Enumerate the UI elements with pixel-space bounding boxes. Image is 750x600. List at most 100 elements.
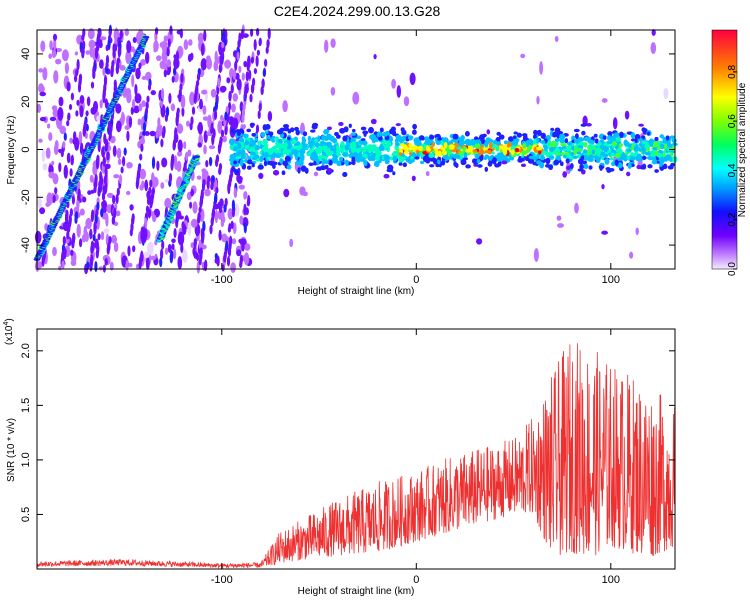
heatmap-cell: [111, 216, 115, 225]
heatmap-cell: [333, 147, 337, 154]
heatmap-cell: [176, 123, 184, 134]
heatmap-cell: [238, 65, 242, 74]
heatmap-cell: [241, 149, 246, 156]
heatmap-cell: [300, 154, 305, 159]
heatmap-cell: [659, 162, 663, 167]
heatmap-cell: [618, 143, 623, 147]
heatmap-cell: [408, 142, 413, 149]
heatmap-cell: [275, 152, 282, 158]
heatmap-cell: [64, 50, 69, 59]
heatmap-cell: [150, 255, 157, 261]
heatmap-cell: [556, 215, 562, 221]
heatmap-cell: [317, 145, 322, 149]
heatmap-cell: [195, 83, 199, 94]
heatmap-cell: [165, 107, 169, 117]
heatmap-cell: [296, 141, 300, 147]
heatmap-cell: [70, 92, 74, 101]
heatmap-cell: [243, 252, 250, 266]
heatmap-cell: [525, 139, 530, 147]
heatmap-cell: [247, 165, 252, 170]
heatmap-cell: [463, 152, 468, 158]
heatmap-cell: [39, 91, 47, 97]
heatmap-cell: [653, 140, 659, 147]
heatmap-cell: [61, 260, 65, 270]
heatmap-cell: [618, 156, 625, 161]
heatmap-cell: [139, 256, 143, 267]
heatmap-cell: [202, 220, 206, 232]
heatmap-cell: [594, 138, 599, 144]
heatmap-cell: [611, 161, 616, 167]
heatmap-cell: [635, 155, 642, 162]
heatmap-cell: [52, 246, 57, 257]
heatmap-cell: [145, 205, 150, 213]
heatmap-cell: [136, 171, 140, 181]
heatmap-cell: [641, 155, 647, 160]
heatmap-cell: [363, 131, 367, 138]
heatmap-cell: [175, 50, 179, 62]
heatmap-cell: [564, 138, 569, 144]
heatmap-cell: [638, 123, 644, 127]
heatmap-cell: [169, 252, 173, 264]
heatmap-cell: [106, 192, 114, 199]
heatmap-cell: [310, 141, 316, 146]
heatmap-cell: [410, 156, 414, 160]
heatmap-cell: [307, 135, 312, 142]
heatmap-cell: [121, 112, 125, 124]
heatmap-cell: [448, 144, 455, 150]
heatmap-cell: [661, 153, 666, 158]
heatmap-cell: [422, 155, 428, 162]
heatmap-cell: [226, 255, 231, 267]
heatmap-cell: [632, 153, 637, 157]
heatmap-cell: [244, 140, 250, 146]
heatmap-cell: [462, 157, 468, 161]
heatmap-cell: [90, 240, 94, 250]
heatmap-cell: [411, 129, 417, 135]
heatmap-cell: [387, 164, 394, 171]
heatmap-cell: [476, 158, 481, 164]
heatmap-cell: [182, 223, 187, 236]
heatmap-cell: [130, 106, 134, 115]
heatmap-cell: [313, 161, 317, 166]
heatmap-cell: [474, 143, 481, 149]
heatmap-cell: [89, 263, 93, 272]
heatmap-cell: [614, 159, 619, 166]
heatmap-cell: [539, 140, 546, 144]
heatmap-cell: [106, 151, 110, 160]
spectrogram-heatmap: [33, 24, 678, 275]
heatmap-cell: [239, 215, 244, 225]
heatmap-cell: [217, 120, 223, 134]
heatmap-cell: [370, 144, 377, 149]
heatmap-cell: [483, 156, 488, 160]
heatmap-cell: [374, 162, 380, 167]
heatmap-cell: [233, 187, 237, 198]
heatmap-cell: [224, 59, 232, 69]
heatmap-cell: [89, 174, 94, 183]
heatmap-cell: [57, 124, 63, 130]
heatmap-cell: [258, 172, 264, 180]
heatmap-cell: [115, 64, 119, 75]
heatmap-cell: [342, 135, 348, 142]
heatmap-cell: [97, 233, 101, 241]
heatmap-cell: [247, 160, 253, 165]
heatmap-cell: [113, 242, 119, 253]
heatmap-cell: [236, 78, 242, 91]
heatmap-cell: [553, 159, 559, 166]
heatmap-cell: [583, 136, 590, 142]
heatmap-cell: [214, 50, 218, 64]
heatmap-cell: [615, 145, 619, 150]
heatmap-cell: [218, 63, 222, 74]
heatmap-cell: [330, 146, 335, 152]
heatmap-cell: [352, 91, 360, 105]
heatmap-cell: [231, 199, 235, 211]
heatmap-cell: [259, 155, 264, 162]
heatmap-cell: [123, 147, 127, 156]
heatmap-cell: [419, 160, 425, 165]
heatmap-cell: [271, 161, 278, 166]
heatmap-cell: [407, 135, 414, 141]
heatmap-cell: [147, 191, 151, 203]
heatmap-cell: [145, 51, 150, 64]
heatmap-cell: [198, 206, 202, 213]
heatmap-cell: [601, 230, 608, 235]
heatmap-cell: [313, 171, 319, 177]
heatmap-cell: [243, 222, 247, 234]
